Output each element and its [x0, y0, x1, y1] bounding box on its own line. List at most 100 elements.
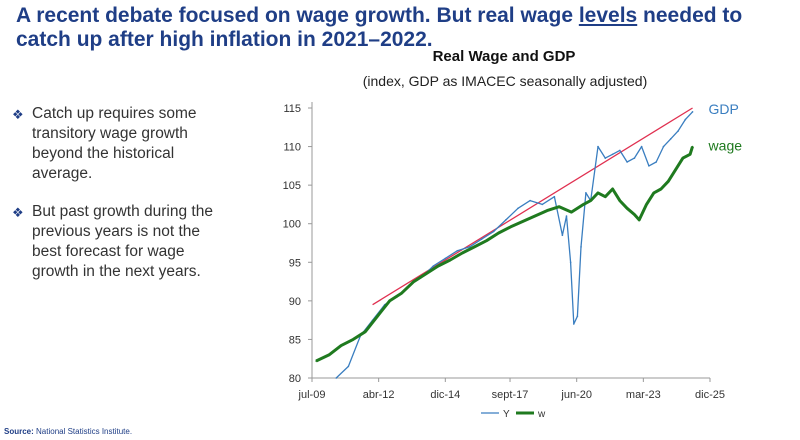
y-tick-label: 80 — [289, 373, 301, 385]
data-point-w — [582, 203, 585, 206]
data-point-w — [604, 195, 607, 198]
data-point-Y — [619, 149, 621, 152]
data-point-w — [689, 153, 691, 156]
data-point-w — [315, 360, 317, 362]
diamond-bullet-icon: ❖ — [12, 107, 24, 122]
data-point-w — [652, 192, 655, 194]
data-point-w — [691, 145, 694, 148]
data-point-Y — [517, 207, 519, 210]
y-tick-label: 95 — [289, 257, 301, 269]
data-point-w — [340, 344, 342, 347]
data-point-Y — [468, 246, 471, 248]
data-point-Y — [432, 265, 434, 267]
data-point-w — [364, 330, 367, 333]
data-point-w — [388, 300, 391, 302]
data-point-Y — [684, 118, 687, 121]
data-point-Y — [335, 377, 338, 379]
x-tick-label: abr-12 — [363, 389, 395, 401]
data-point-w — [509, 226, 512, 228]
data-point-Y — [633, 157, 636, 159]
data-point-Y — [572, 323, 575, 325]
data-point-w — [589, 199, 592, 202]
data-point-w — [597, 192, 599, 194]
data-point-w — [667, 180, 670, 183]
data-point-w — [376, 315, 379, 318]
data-point-Y — [580, 246, 582, 248]
x-tick-label: sept-17 — [492, 389, 529, 401]
data-point-Y — [456, 249, 459, 252]
data-point-w — [660, 188, 662, 190]
title-underlined-word: levels — [578, 4, 638, 27]
x-tick-label: dic-14 — [430, 389, 460, 401]
data-point-Y — [569, 261, 572, 264]
bullet-item: ❖ Catch up requires some transitory wage… — [12, 104, 217, 184]
x-tick-label: jul-09 — [298, 389, 326, 401]
data-point-Y — [444, 257, 447, 260]
data-point-w — [611, 188, 614, 190]
data-point-Y — [480, 238, 483, 240]
x-tick-label: mar-23 — [626, 389, 661, 401]
data-point-w — [437, 265, 439, 267]
data-point-w — [674, 168, 677, 171]
data-point-w — [558, 205, 561, 208]
data-point-w — [534, 215, 536, 217]
data-point-w — [449, 259, 451, 261]
legend-label: w — [537, 409, 546, 420]
data-point-w — [638, 219, 641, 221]
data-point-Y — [505, 219, 507, 221]
y-tick-label: 85 — [289, 334, 301, 346]
data-point-Y — [561, 234, 564, 237]
data-point-w — [522, 220, 524, 223]
data-point-Y — [655, 161, 657, 163]
data-point-w — [328, 354, 330, 356]
data-point-Y — [669, 138, 672, 140]
y-tick-label: 115 — [283, 103, 301, 115]
data-point-w — [473, 246, 476, 248]
data-point-Y — [541, 203, 544, 206]
bullet-text: Catch up requires some transitory wage g… — [32, 105, 197, 182]
data-point-w — [497, 232, 500, 234]
data-point-Y — [585, 192, 587, 194]
data-point-w — [682, 157, 684, 159]
data-point-Y — [492, 230, 495, 233]
series-end-label: GDP — [709, 101, 739, 117]
data-point-w — [619, 199, 621, 202]
data-point-Y — [347, 365, 350, 368]
data-point-w — [400, 292, 403, 294]
data-point-Y — [611, 153, 614, 156]
data-point-Y — [662, 145, 665, 148]
data-point-Y — [640, 145, 643, 148]
bullet-item: ❖ But past growth during the previous ye… — [12, 202, 217, 282]
data-point-w — [645, 203, 648, 206]
diamond-bullet-icon: ❖ — [12, 205, 24, 220]
source-note: Source: National Statistics Institute. — [4, 427, 133, 436]
y-tick-label: 110 — [283, 142, 301, 154]
chart-title: Real Wage and GDP — [432, 48, 576, 65]
data-point-w — [633, 213, 636, 216]
trend-line — [372, 107, 693, 306]
data-point-Y — [691, 111, 694, 113]
data-point-w — [546, 209, 548, 212]
legend-label: Y — [503, 409, 510, 420]
data-point-w — [425, 273, 427, 275]
slide-title: A recent debate focused on wage growth. … — [16, 4, 743, 51]
data-point-w — [570, 211, 573, 213]
data-point-Y — [565, 215, 568, 217]
y-tick-label: 90 — [289, 296, 301, 308]
series-end-label: wage — [708, 138, 743, 154]
data-point-w — [485, 239, 488, 242]
data-point-w — [626, 207, 628, 210]
data-point-w — [352, 338, 355, 341]
x-tick-label: dic-25 — [695, 389, 725, 401]
data-point-Y — [597, 145, 599, 148]
y-tick-label: 105 — [283, 180, 301, 192]
bullet-text: But past growth during the previous year… — [32, 203, 213, 280]
data-point-w — [413, 280, 415, 283]
chart-subtitle: (index, GDP as IMACEC seasonally adjuste… — [362, 73, 648, 89]
x-tick-label: jun-20 — [560, 389, 592, 401]
series-line-Y — [335, 111, 693, 379]
bullet-list: ❖ Catch up requires some transitory wage… — [12, 104, 217, 300]
data-point-Y — [604, 157, 607, 159]
data-point-Y — [677, 130, 679, 132]
